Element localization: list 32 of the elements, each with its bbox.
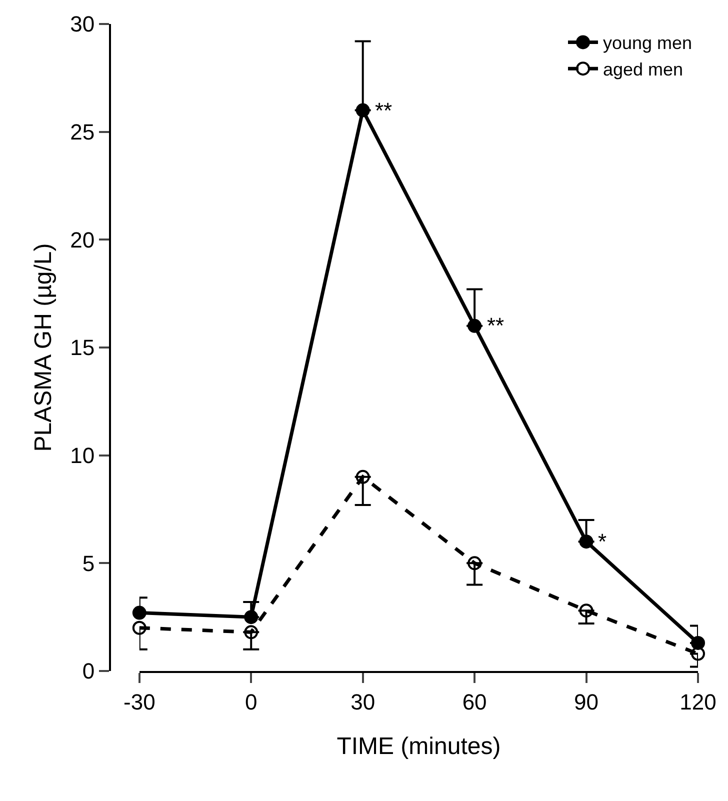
x-tick-label: 120 bbox=[680, 689, 716, 714]
y-tick-label: 15 bbox=[70, 335, 95, 360]
annotation: ** bbox=[487, 313, 505, 338]
y-tick-label: 10 bbox=[70, 443, 95, 468]
point bbox=[132, 620, 146, 635]
x-axis-title: TIME (minutes) bbox=[336, 733, 501, 760]
point bbox=[356, 103, 370, 118]
y-tick-label: 20 bbox=[70, 227, 95, 252]
x-tick-label: 60 bbox=[462, 689, 487, 714]
point bbox=[356, 470, 370, 484]
point bbox=[691, 636, 705, 650]
point bbox=[468, 556, 482, 570]
x-tick-label: 30 bbox=[350, 689, 376, 714]
point bbox=[468, 318, 482, 333]
point bbox=[579, 604, 594, 618]
x-tick-label: 90 bbox=[574, 689, 599, 714]
point bbox=[132, 606, 146, 620]
legend-label: aged men bbox=[603, 60, 684, 80]
point bbox=[691, 646, 705, 661]
x-tick-label: -30 bbox=[124, 689, 156, 714]
annotation: * bbox=[598, 529, 607, 554]
y-tick-label: 30 bbox=[70, 12, 95, 37]
point bbox=[244, 625, 258, 640]
point bbox=[579, 534, 594, 549]
x-tick-label: 0 bbox=[244, 689, 258, 714]
point bbox=[244, 610, 258, 624]
y-axis-title: PLASMA GH (µg/L) bbox=[30, 243, 57, 452]
y-tick-label: 25 bbox=[70, 120, 95, 145]
legend-label: young men bbox=[603, 33, 692, 54]
y-tick-label: 0 bbox=[82, 658, 95, 684]
y-tick-label: 5 bbox=[82, 550, 95, 576]
annotation: ** bbox=[375, 98, 393, 123]
